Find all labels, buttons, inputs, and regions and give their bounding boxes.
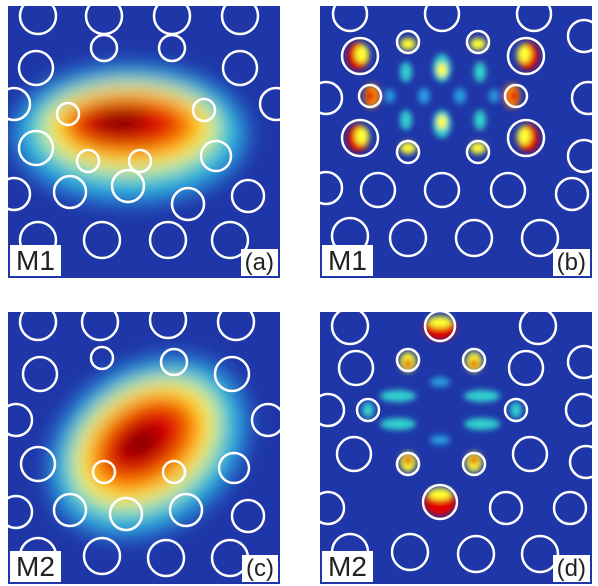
panel-c-field-map — [8, 312, 280, 584]
panel-b-field-map — [320, 6, 592, 278]
panel-letter: (c) — [242, 555, 278, 582]
panel-d: M2 (d) — [320, 312, 592, 584]
panel-c: M2 (c) — [8, 312, 280, 584]
panel-a-field-map — [8, 6, 280, 278]
panel-b-air-holes — [320, 6, 592, 258]
panel-letter: (b) — [552, 249, 590, 276]
panel-b-field-lobes — [347, 38, 539, 154]
panel-c-air-holes — [8, 312, 280, 578]
mode-label: M1 — [10, 245, 61, 276]
panel-d-field-map — [320, 312, 592, 584]
mode-label: M1 — [322, 245, 373, 276]
panel-a: M1 (a) — [8, 6, 280, 278]
panel-d-field-lobes — [362, 316, 522, 516]
panel-a-air-holes — [8, 6, 280, 260]
panel-a-intensity-hotspot — [12, 64, 248, 204]
panel-d-air-holes — [320, 312, 592, 574]
panel-b: M1 (b) — [320, 6, 592, 278]
panel-letter: (a) — [240, 249, 278, 276]
panel-letter: (d) — [552, 555, 590, 582]
mode-label: M2 — [322, 551, 373, 582]
mode-label: M2 — [10, 551, 61, 582]
